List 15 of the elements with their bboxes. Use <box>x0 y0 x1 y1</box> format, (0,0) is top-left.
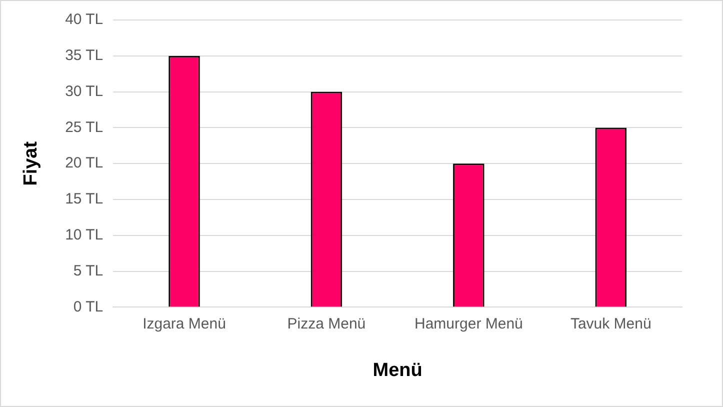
x-axis-title: Menü <box>372 360 422 381</box>
y-tick-label: 0 TL <box>73 298 104 316</box>
x-tick-label: Tavuk Menü <box>570 315 652 332</box>
y-tick-label: 40 TL <box>65 11 104 28</box>
x-tick-label: Izgara Menü <box>142 315 226 332</box>
x-tick-label: Pizza Menü <box>287 315 366 332</box>
y-tick-label: 20 TL <box>65 154 104 172</box>
y-tick-label: 25 TL <box>65 118 104 136</box>
y-tick-label: 35 TL <box>65 47 104 64</box>
y-axis-title: Fiyat <box>20 140 42 186</box>
x-tick-label: Hamurger Menü <box>414 315 523 332</box>
y-tick-label: 5 TL <box>73 262 104 280</box>
y-tick-label: 30 TL <box>65 82 104 100</box>
y-tick-label: 10 TL <box>65 226 104 244</box>
y-tick-label: 15 TL <box>65 190 104 208</box>
